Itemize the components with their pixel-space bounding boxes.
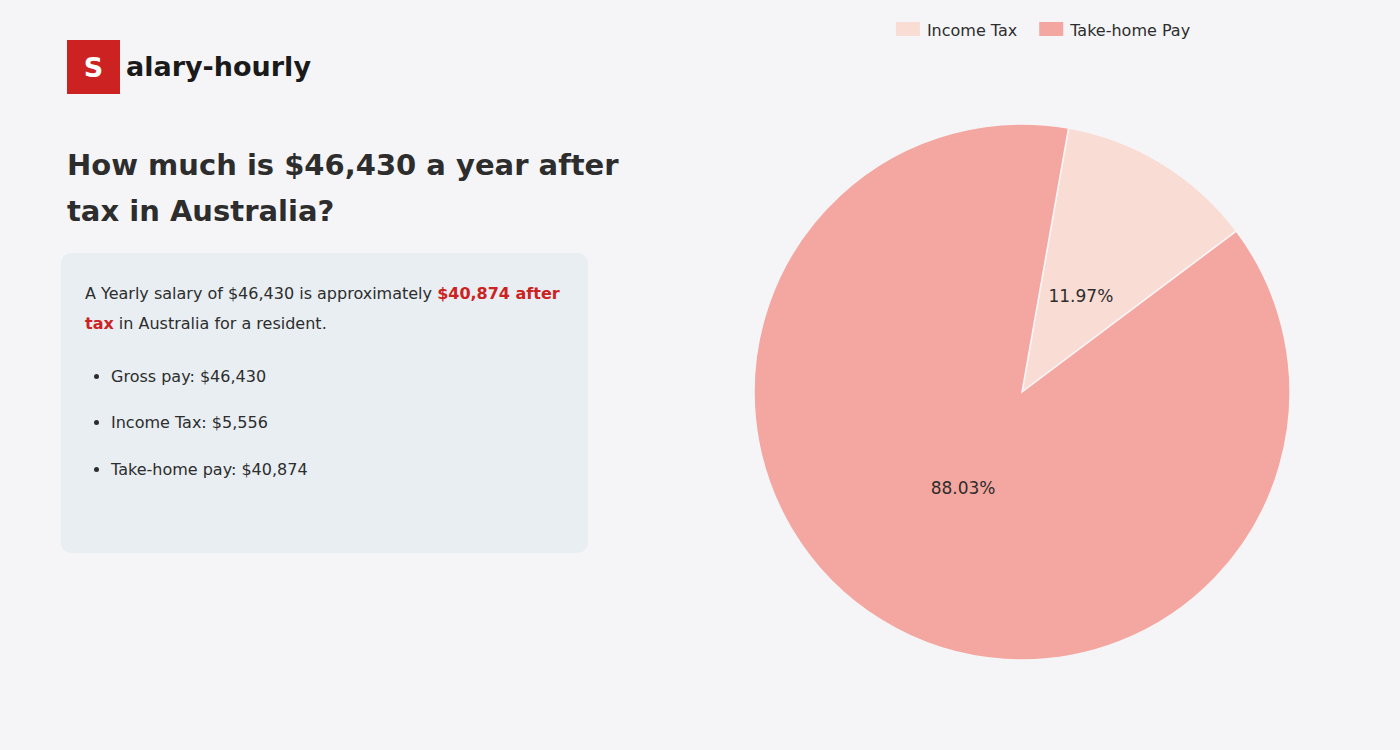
legend-swatch bbox=[896, 22, 920, 36]
slices bbox=[754, 124, 1290, 660]
bullet-list: Gross pay: $46,430Income Tax: $5,556Take… bbox=[85, 354, 568, 493]
bullet-item: Take-home pay: $40,874 bbox=[111, 447, 568, 493]
logo-text: alary-hourly bbox=[126, 40, 311, 94]
pie-slice bbox=[754, 124, 1290, 660]
bullet-item: Income Tax: $5,556 bbox=[111, 400, 568, 446]
legend-label: Income Tax bbox=[927, 21, 1017, 40]
info-text: A Yearly salary of $46,430 is approximat… bbox=[85, 279, 568, 340]
info-box: A Yearly salary of $46,430 is approximat… bbox=[61, 253, 588, 553]
legend-item: Income Tax bbox=[896, 21, 1017, 40]
legend-label: Take-home Pay bbox=[1069, 21, 1190, 40]
slice-labels: 11.97% 88.03% bbox=[931, 286, 1114, 498]
data-label: 11.97% bbox=[1048, 286, 1113, 306]
info-text-part: Australia for a resident. bbox=[133, 314, 326, 333]
info-text-part: in bbox=[114, 314, 134, 333]
pie-chart: 11.97% 88.03% Income Tax Take-home Pay bbox=[700, 0, 1400, 750]
info-text-part: A Yearly salary of $46,430 is approximat… bbox=[85, 284, 437, 303]
legend: Income Tax Take-home Pay bbox=[896, 21, 1190, 40]
logo-letter: S bbox=[84, 52, 103, 83]
bullet-item: Gross pay: $46,430 bbox=[111, 354, 568, 400]
logo-box: S bbox=[67, 40, 120, 94]
title: How much is $46,430 a year after tax in … bbox=[67, 142, 677, 235]
data-label: 88.03% bbox=[931, 478, 996, 498]
legend-swatch bbox=[1039, 22, 1063, 36]
legend-item: Take-home Pay bbox=[1039, 21, 1190, 40]
